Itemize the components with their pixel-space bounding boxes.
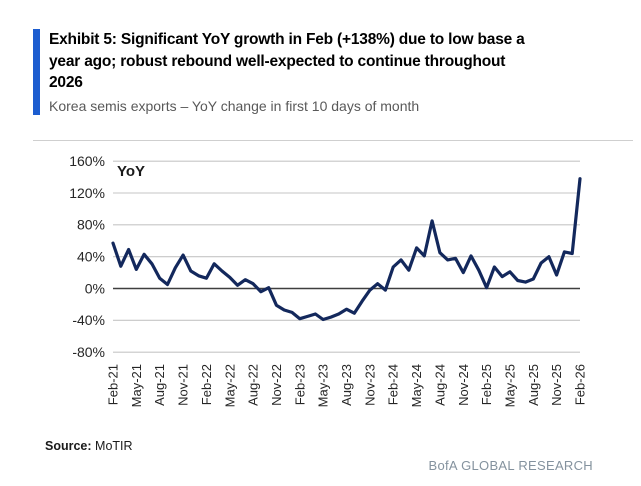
x-tick-label: May-21 — [129, 364, 144, 407]
x-tick-label: Feb-25 — [479, 364, 494, 405]
y-tick-label: 80% — [77, 217, 105, 233]
x-tick-label: Aug-23 — [339, 364, 354, 406]
x-tick-label: Feb-26 — [573, 364, 588, 405]
x-tick-label: Feb-24 — [386, 364, 401, 405]
series-line — [111, 177, 582, 322]
y-tick-label: 120% — [69, 185, 105, 201]
exhibit-title-line: Exhibit 5: Significant YoY growth in Feb… — [49, 31, 525, 48]
x-tick-label: Nov-24 — [456, 364, 471, 406]
exhibit-header: Exhibit 5: Significant YoY growth in Feb… — [33, 29, 615, 115]
y-tick-label: -40% — [72, 312, 105, 328]
exhibit-title-line: 2026 — [49, 74, 83, 91]
x-tick-label: May-25 — [502, 364, 517, 407]
x-tick-label: May-23 — [316, 364, 331, 407]
x-tick-label: Feb-23 — [292, 364, 307, 405]
x-tick-label: Feb-21 — [106, 364, 121, 405]
x-tick-label: Nov-23 — [362, 364, 377, 406]
x-tick-label: Aug-24 — [432, 364, 447, 406]
y-tick-label: 40% — [77, 248, 105, 264]
exhibit-subtitle: Korea semis exports – YoY change in firs… — [49, 97, 420, 114]
y-tick-label: -80% — [72, 344, 105, 360]
y-tick-label: 0% — [85, 280, 105, 296]
series-label: YoY — [117, 163, 146, 180]
brand-credit: BofA GLOBAL RESEARCH — [428, 458, 593, 473]
x-tick-label: Feb-22 — [199, 364, 214, 405]
y-tick-label: 160% — [69, 153, 105, 169]
x-tick-label: Aug-22 — [246, 364, 261, 406]
x-tick-label: May-24 — [409, 364, 424, 407]
source-note: Source: MoTIR — [45, 439, 133, 453]
x-tick-label: May-22 — [222, 364, 237, 407]
x-tick-label: Nov-21 — [176, 364, 191, 406]
header-divider — [33, 140, 633, 141]
exhibit-title-line: year ago; robust rebound well-expected t… — [49, 52, 506, 70]
x-tick-label: Aug-25 — [526, 364, 541, 406]
source-label: Source: — [45, 439, 92, 453]
source-value: MoTIR — [95, 439, 133, 453]
exhibit-title: Exhibit 5: Significant YoY growth in Feb… — [49, 29, 615, 94]
x-tick-label: Aug-21 — [152, 364, 167, 406]
x-tick-label: Nov-25 — [549, 364, 564, 406]
x-tick-label: Nov-22 — [269, 364, 284, 406]
